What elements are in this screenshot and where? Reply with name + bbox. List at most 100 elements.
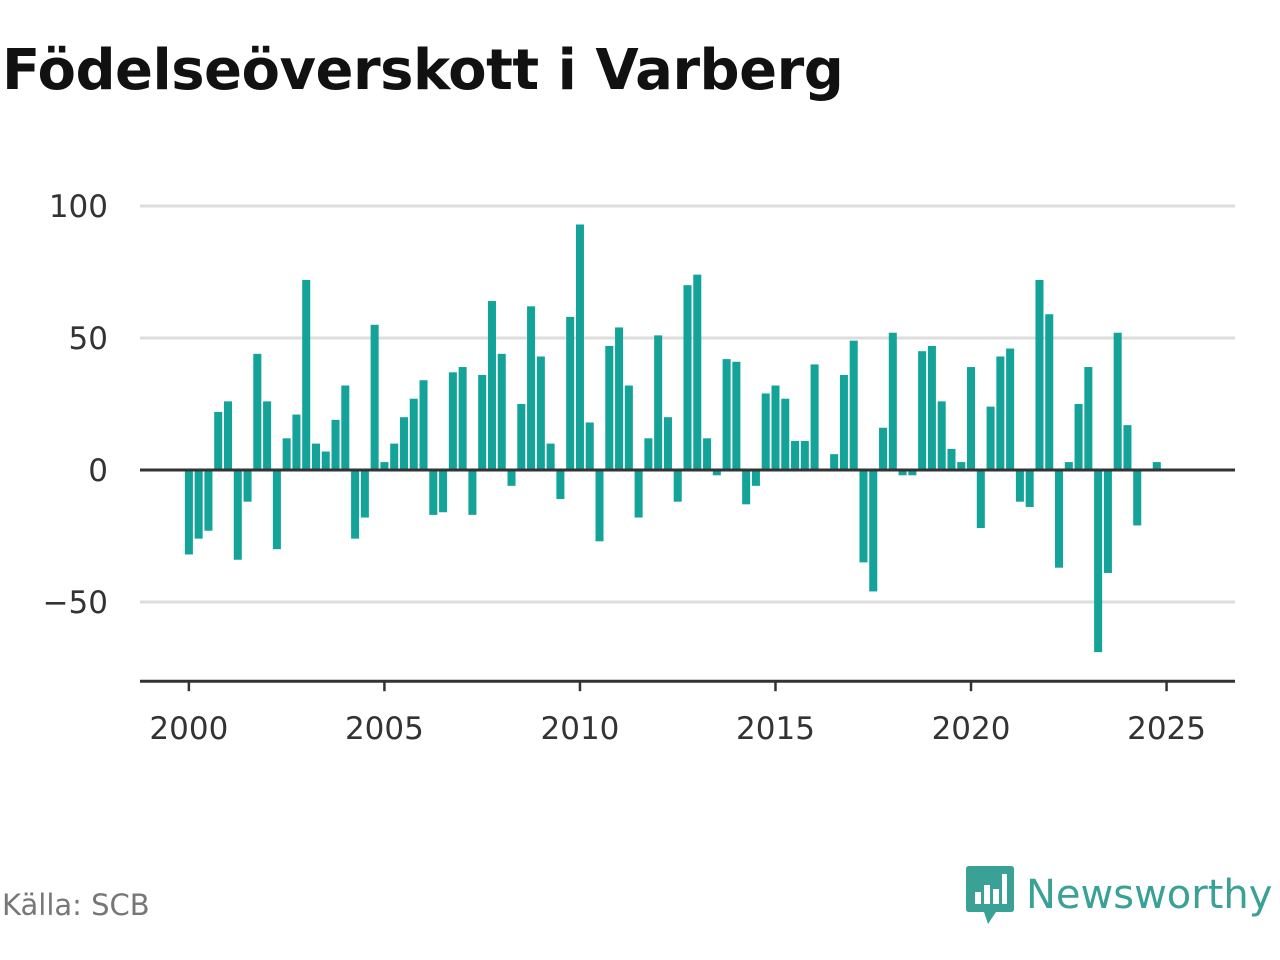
bar (311, 443, 320, 470)
bar (1152, 462, 1161, 470)
bar (233, 470, 242, 560)
bar (429, 470, 438, 515)
bar (615, 327, 624, 470)
bar (898, 470, 907, 476)
bar (468, 470, 477, 515)
bar (771, 385, 780, 470)
bar (390, 443, 399, 470)
bar (419, 380, 428, 470)
chart-title: Födelseöverskott i Varberg (2, 38, 844, 103)
bar (351, 470, 360, 539)
bar (536, 356, 545, 470)
bar (810, 364, 819, 470)
bar (556, 470, 565, 500)
bar (1006, 348, 1015, 470)
bar (497, 353, 506, 470)
bar (859, 470, 868, 563)
bar (321, 451, 330, 470)
bar (204, 470, 213, 531)
bar (360, 470, 369, 518)
bar (976, 470, 985, 529)
x-tick-label: 2010 (541, 711, 620, 747)
bar (800, 440, 809, 470)
bar (947, 448, 956, 470)
bar (742, 470, 751, 505)
bar (1123, 425, 1132, 470)
bar (478, 374, 487, 470)
x-tick-label: 2020 (932, 711, 1011, 747)
bar (1103, 470, 1112, 573)
bar (712, 470, 721, 476)
bar (595, 470, 604, 542)
bar (1113, 332, 1122, 470)
axes: 100 50 0 −50 2000 2005 2010 2015 2020 2025 (43, 189, 1235, 747)
bar (673, 470, 682, 502)
bar (879, 427, 888, 470)
bar (634, 470, 643, 518)
bar (331, 419, 340, 470)
bar (575, 224, 584, 470)
bar (996, 356, 1005, 470)
bar (1015, 470, 1024, 502)
bar (458, 367, 467, 470)
bar (605, 345, 614, 470)
brand-logo: Newsworthy (964, 864, 1272, 926)
x-tick-label: 2005 (345, 711, 424, 747)
bar (272, 470, 281, 550)
x-tick-label: 2015 (736, 711, 815, 747)
bar (546, 443, 555, 470)
bar (732, 361, 741, 470)
bar (243, 470, 252, 502)
bar (1133, 470, 1142, 526)
bar (517, 404, 526, 470)
bar (663, 417, 672, 470)
bars (184, 224, 1161, 653)
bar (839, 374, 848, 470)
bar (967, 367, 976, 470)
bar (527, 306, 536, 470)
bar (908, 470, 917, 476)
bar (399, 417, 408, 470)
bar (703, 438, 712, 470)
bar (282, 438, 291, 470)
bar (654, 335, 663, 470)
bar (263, 401, 272, 470)
newsworthy-chart-bubble-icon (966, 866, 1014, 924)
bar (791, 440, 800, 470)
bar (937, 401, 946, 470)
bar (781, 398, 790, 470)
brand-name: Newsworthy (1026, 872, 1273, 918)
bar (761, 393, 770, 470)
bar (487, 301, 496, 470)
bar (184, 470, 193, 555)
bar (585, 422, 594, 470)
bar (869, 470, 878, 592)
bar (380, 462, 389, 470)
bar (693, 274, 702, 470)
x-tick-label: 2000 (149, 711, 228, 747)
source-note: Källa: SCB (2, 888, 150, 922)
y-tick-label: 100 (49, 189, 108, 225)
bar (849, 340, 858, 470)
bar (223, 401, 232, 470)
bar (1045, 314, 1054, 470)
bar (1064, 462, 1073, 470)
bar (644, 438, 653, 470)
bar (1084, 367, 1093, 470)
bar (292, 414, 301, 470)
bar (1094, 470, 1103, 653)
bar (370, 324, 379, 470)
bar (986, 406, 995, 470)
bar (1035, 279, 1044, 470)
bar (957, 462, 966, 470)
bar (341, 385, 350, 470)
x-tick-label: 2025 (1127, 711, 1206, 747)
bar (448, 372, 457, 470)
bar (722, 359, 731, 470)
bar (830, 454, 839, 470)
bar (302, 279, 311, 470)
bar (214, 411, 223, 470)
y-tick-label: 50 (69, 321, 108, 357)
bar (751, 470, 760, 486)
